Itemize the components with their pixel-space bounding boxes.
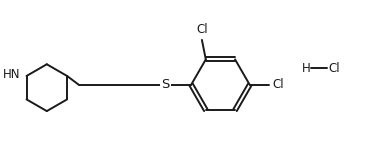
Text: HN: HN <box>3 69 21 81</box>
Text: Cl: Cl <box>196 23 208 36</box>
Text: Cl: Cl <box>272 78 284 91</box>
Text: S: S <box>162 78 170 91</box>
Text: H: H <box>301 62 310 75</box>
Text: Cl: Cl <box>329 62 340 75</box>
